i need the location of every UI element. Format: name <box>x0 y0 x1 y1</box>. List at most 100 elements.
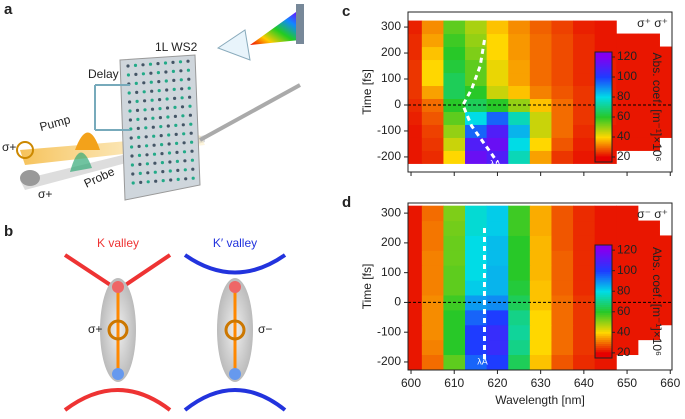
atom <box>190 140 194 144</box>
heat-cell <box>508 250 531 266</box>
colorbar-step <box>595 106 612 109</box>
heat-cell <box>529 265 552 281</box>
colorbar-step <box>595 132 612 135</box>
atom <box>150 107 155 111</box>
heat-cell <box>551 150 574 164</box>
colorbar-step <box>595 273 612 277</box>
heat-cell <box>551 205 574 222</box>
spectrum <box>250 12 300 45</box>
atom <box>190 158 194 162</box>
x-tick-label: 640 <box>574 376 594 390</box>
heat-cell <box>465 220 488 236</box>
lattice <box>126 59 195 185</box>
heat-cell <box>443 46 466 61</box>
heat-cell <box>551 280 574 296</box>
heat-cell <box>594 220 617 236</box>
y-tick-label: 200 <box>381 45 401 59</box>
heat-cell <box>443 339 466 356</box>
k-pol: σ+ <box>88 322 102 336</box>
heat-cell <box>443 33 466 48</box>
colorbar-step <box>595 337 612 340</box>
heat-cell <box>408 339 423 356</box>
heat-cell <box>443 280 466 296</box>
atom <box>175 150 179 154</box>
heat-cell <box>551 339 574 356</box>
y-tick-label: -100 <box>377 324 401 338</box>
atom <box>133 63 138 67</box>
heat-cell <box>421 72 444 87</box>
colorbar-tick-label: 20 <box>617 345 631 359</box>
trace-label: λA <box>477 356 488 366</box>
heat-cell <box>573 205 596 222</box>
atom <box>138 162 142 166</box>
heatmap <box>408 205 673 370</box>
heat-cell <box>486 124 509 138</box>
atom <box>157 89 161 93</box>
colorbar-step <box>595 124 612 127</box>
heat-cell <box>408 250 423 266</box>
colorbar-step <box>595 333 612 336</box>
heat-cell <box>486 280 509 296</box>
atom <box>152 134 156 138</box>
colorbar-step <box>595 345 612 349</box>
heat-cell <box>486 220 509 236</box>
heatmap <box>408 20 673 164</box>
atom <box>130 163 134 167</box>
heat-cell <box>443 250 466 266</box>
colorbar-step <box>595 261 612 264</box>
heat-cell <box>637 309 660 326</box>
k-valence <box>63 388 172 412</box>
heat-cell <box>551 294 574 311</box>
atom <box>165 97 169 101</box>
heat-cell <box>486 59 509 74</box>
heat-cell <box>551 235 574 251</box>
heat-cell <box>551 72 574 87</box>
heat-cell <box>443 205 466 222</box>
colorbar-step <box>595 288 612 291</box>
heat-cell <box>408 150 423 164</box>
atom <box>161 179 165 183</box>
heat-cell <box>421 33 444 48</box>
heat-cell <box>465 309 488 326</box>
heat-cell <box>486 72 509 87</box>
heat-cell <box>408 324 423 341</box>
x-tick-label: 630 <box>531 376 551 390</box>
atom <box>126 64 130 68</box>
heat-cell <box>551 46 574 61</box>
colorbar-tick-label: 80 <box>617 283 631 297</box>
heat-cell <box>529 235 552 251</box>
colorbar-step <box>595 126 612 129</box>
colorbar-step <box>595 140 612 143</box>
colorbar-step <box>595 108 612 111</box>
atom <box>186 59 190 63</box>
trace-label: λA <box>490 158 501 168</box>
heat-cell <box>573 59 596 74</box>
heat-cell <box>465 85 488 99</box>
heat-cell <box>659 309 673 326</box>
heat-cell <box>616 85 639 99</box>
atom <box>138 171 142 175</box>
heat-cell <box>637 85 660 99</box>
pump-pol: σ+ <box>2 140 16 154</box>
heat-cell <box>637 111 660 125</box>
colorbar-label: Abs. coef. [m⁻¹]×10⁶ <box>650 53 664 162</box>
y-tick-label: 200 <box>381 235 401 249</box>
panel-label: c <box>342 3 350 20</box>
heat-cell <box>594 205 617 222</box>
colorbar-tick-label: 60 <box>617 304 631 318</box>
colorbar-step <box>595 257 612 260</box>
heat-cell <box>465 33 488 48</box>
heat-cell <box>443 20 466 35</box>
colorbar-step <box>595 341 612 345</box>
atom <box>145 153 149 157</box>
colorbar-step <box>595 269 612 273</box>
heat-cell <box>529 339 552 356</box>
kp-conduction <box>183 253 287 275</box>
atom <box>142 90 146 94</box>
atom <box>156 62 160 66</box>
heat-cell <box>408 111 423 125</box>
heat-cell <box>486 265 509 281</box>
colorbar-step <box>595 160 612 163</box>
heat-cell <box>573 33 596 48</box>
atom <box>136 117 140 121</box>
